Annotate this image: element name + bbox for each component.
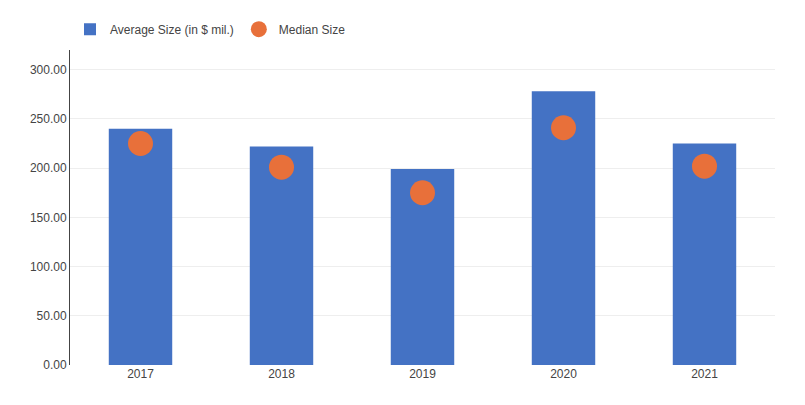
svg-text:0.00: 0.00 bbox=[43, 358, 67, 372]
svg-text:Median Size: Median Size bbox=[279, 23, 345, 37]
svg-text:2021: 2021 bbox=[691, 367, 718, 381]
svg-text:Average Size (in $ mil.): Average Size (in $ mil.) bbox=[110, 23, 234, 37]
svg-text:50.00: 50.00 bbox=[37, 309, 67, 323]
svg-text:200.00: 200.00 bbox=[30, 161, 67, 175]
svg-text:2020: 2020 bbox=[550, 367, 577, 381]
svg-text:300.00: 300.00 bbox=[30, 63, 67, 77]
svg-text:100.00: 100.00 bbox=[30, 260, 67, 274]
svg-text:2019: 2019 bbox=[409, 367, 436, 381]
svg-text:2017: 2017 bbox=[127, 367, 154, 381]
svg-text:150.00: 150.00 bbox=[30, 211, 67, 225]
svg-text:2018: 2018 bbox=[268, 367, 295, 381]
svg-text:250.00: 250.00 bbox=[30, 112, 67, 126]
